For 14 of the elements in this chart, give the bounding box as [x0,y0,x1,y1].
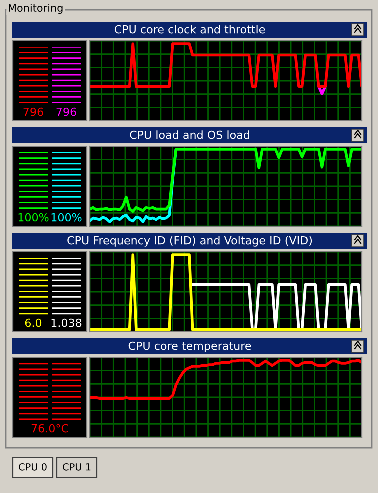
chart-title: CPU core clock and throttle [114,25,266,34]
chart-title: CPU core temperature [128,342,252,352]
text: 76.0°C [32,424,68,433]
text: 1.038 [52,318,82,328]
text: 796 [24,108,44,116]
text: 100% [18,213,49,222]
text: 100% [52,213,82,222]
text: CPU 0 [19,463,47,471]
chart-title: CPU Frequency ID (FID) and Voltage ID (VID) [68,236,312,247]
chart-title: CPU load and OS load [130,130,250,140]
text: 796 [56,108,76,116]
text: 6.0 [25,318,42,328]
text: CPU 1 [63,463,91,471]
text: Monitoring [9,4,63,14]
